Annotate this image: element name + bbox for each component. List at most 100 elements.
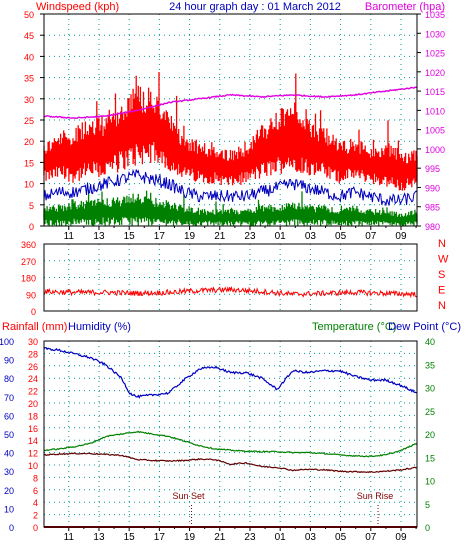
top-xtick-label: 23 bbox=[244, 231, 256, 242]
temperature-tick-label: 30 bbox=[425, 384, 435, 394]
bot-xtick-label: 03 bbox=[305, 532, 317, 543]
windspeed-tick-label: 5 bbox=[29, 201, 34, 211]
top-xtick-label: 05 bbox=[335, 231, 347, 242]
bot-xtick-label: 23 bbox=[244, 532, 256, 543]
rainfall-tick-label: 4 bbox=[33, 498, 38, 508]
direction-tick-label: 360 bbox=[21, 240, 36, 250]
temperature-tick-label: 25 bbox=[425, 407, 435, 417]
humidity-tick-label: 100 bbox=[0, 337, 14, 347]
windspeed-tick-label: 25 bbox=[24, 116, 34, 126]
barometer-tick-label: 1000 bbox=[425, 145, 445, 155]
barometer-tick-label: 990 bbox=[425, 183, 440, 193]
humidity-axis-label: Humidity (%) bbox=[68, 321, 131, 333]
top-xtick-label: 01 bbox=[275, 231, 287, 242]
top-xtick-label: 09 bbox=[395, 231, 407, 242]
windspeed-tick-label: 50 bbox=[24, 10, 34, 20]
direction-tick-label: 270 bbox=[21, 257, 36, 267]
series-barometer bbox=[43, 86, 418, 120]
humidity-tick-label: 70 bbox=[4, 393, 14, 403]
rainfall-tick-label: 24 bbox=[28, 374, 38, 384]
rainfall-axis-label: Rainfall (mm) bbox=[2, 321, 67, 333]
top-xtick-label: 19 bbox=[184, 231, 196, 242]
barometer-tick-label: 1025 bbox=[425, 49, 445, 59]
annotation-label: Sun Set bbox=[173, 491, 206, 501]
bot-frame bbox=[43, 340, 418, 528]
windspeed-tick-label: 10 bbox=[24, 180, 34, 190]
humidity-tick-label: 0 bbox=[9, 523, 14, 533]
rainfall-tick-label: 30 bbox=[28, 337, 38, 347]
humidity-tick-label: 80 bbox=[4, 374, 14, 384]
humidity-tick-label: 30 bbox=[4, 467, 14, 477]
series-temperature bbox=[43, 430, 418, 458]
temperature-tick-label: 15 bbox=[425, 453, 435, 463]
temperature-tick-label: 35 bbox=[425, 360, 435, 370]
humidity-tick-label: 90 bbox=[4, 356, 14, 366]
bot-xtick-label: 19 bbox=[184, 532, 196, 543]
top-xtick-label: 17 bbox=[154, 231, 166, 242]
barometer-tick-label: 1020 bbox=[425, 68, 445, 78]
bot-xtick-label: 13 bbox=[93, 532, 105, 543]
rainfall-tick-label: 18 bbox=[28, 411, 38, 421]
direction-tick-label: 180 bbox=[21, 274, 36, 284]
rainfall-tick-label: 16 bbox=[28, 424, 38, 434]
top-xtick-label: 03 bbox=[305, 231, 317, 242]
temperature-tick-label: 5 bbox=[425, 500, 430, 510]
temperature-axis-label: Temperature (°C) bbox=[312, 321, 396, 333]
rainfall-tick-label: 6 bbox=[33, 486, 38, 496]
rainfall-tick-label: 0 bbox=[33, 523, 38, 533]
bot-xtick-label: 21 bbox=[214, 532, 226, 543]
top-frame bbox=[43, 13, 418, 227]
bot-xtick-label: 17 bbox=[154, 532, 166, 543]
temperature-humidity-panel: 11 13 15 17 19 21 23 01 03 05 07 090102030405060708… bbox=[0, 337, 435, 543]
bot-xtick-label: 07 bbox=[365, 532, 377, 543]
humidity-tick-label: 50 bbox=[4, 430, 14, 440]
rainfall-tick-label: 22 bbox=[28, 387, 38, 397]
series-wind_speed bbox=[43, 72, 418, 191]
bot-xtick-label: 05 bbox=[335, 532, 347, 543]
series-wind_avg bbox=[43, 168, 418, 206]
rainfall-tick-label: 20 bbox=[28, 399, 38, 409]
temperature-tick-label: 20 bbox=[425, 430, 435, 440]
compass-label: N bbox=[438, 300, 446, 312]
top-xtick-label: 07 bbox=[365, 231, 377, 242]
barometer-tick-label: 980 bbox=[425, 222, 440, 232]
windspeed-axis-label: Windspeed (kph) bbox=[36, 1, 119, 13]
humidity-tick-label: 40 bbox=[4, 449, 14, 459]
dir-frame bbox=[43, 243, 418, 312]
windspeed-tick-label: 15 bbox=[24, 158, 34, 168]
windspeed-tick-label: 45 bbox=[24, 31, 34, 41]
compass-label: N bbox=[438, 238, 446, 250]
rainfall-tick-label: 8 bbox=[33, 473, 38, 483]
rainfall-tick-label: 26 bbox=[28, 362, 38, 372]
series-dewpoint bbox=[43, 452, 418, 474]
bot-xtick-label: 11 bbox=[64, 532, 75, 543]
bot-xtick-label: 09 bbox=[395, 532, 407, 543]
top-xtick-label: 13 bbox=[93, 231, 105, 242]
barometer-tick-label: 985 bbox=[425, 203, 440, 213]
barometer-tick-label: 1005 bbox=[425, 126, 445, 136]
direction-tick-label: 90 bbox=[26, 290, 36, 300]
series-humidity bbox=[43, 346, 418, 399]
top-xtick-label: 15 bbox=[124, 231, 136, 242]
compass-label: E bbox=[438, 285, 445, 297]
direction-tick-label: 0 bbox=[31, 307, 36, 317]
windspeed-tick-label: 30 bbox=[24, 95, 34, 105]
barometer-tick-label: 1035 bbox=[425, 10, 445, 20]
bot-xtick-label: 01 bbox=[275, 532, 287, 543]
barometer-tick-label: 995 bbox=[425, 164, 440, 174]
barometer-tick-label: 1030 bbox=[425, 29, 445, 39]
temperature-tick-label: 40 bbox=[425, 337, 435, 347]
temperature-tick-label: 10 bbox=[425, 477, 435, 487]
barometer-tick-label: 1010 bbox=[425, 106, 445, 116]
annotation-label: Sun Rise bbox=[357, 491, 394, 501]
rainfall-tick-label: 2 bbox=[33, 511, 38, 521]
top-xtick-label: 21 bbox=[214, 231, 226, 242]
compass-label: S bbox=[438, 269, 445, 281]
rainfall-tick-label: 14 bbox=[28, 436, 38, 446]
barometer-axis-label: Barometer (hpa) bbox=[365, 1, 445, 13]
humidity-tick-label: 20 bbox=[4, 486, 14, 496]
barometer-tick-label: 1015 bbox=[425, 87, 445, 97]
compass-label: W bbox=[438, 254, 449, 266]
rainfall-tick-label: 28 bbox=[28, 349, 38, 359]
